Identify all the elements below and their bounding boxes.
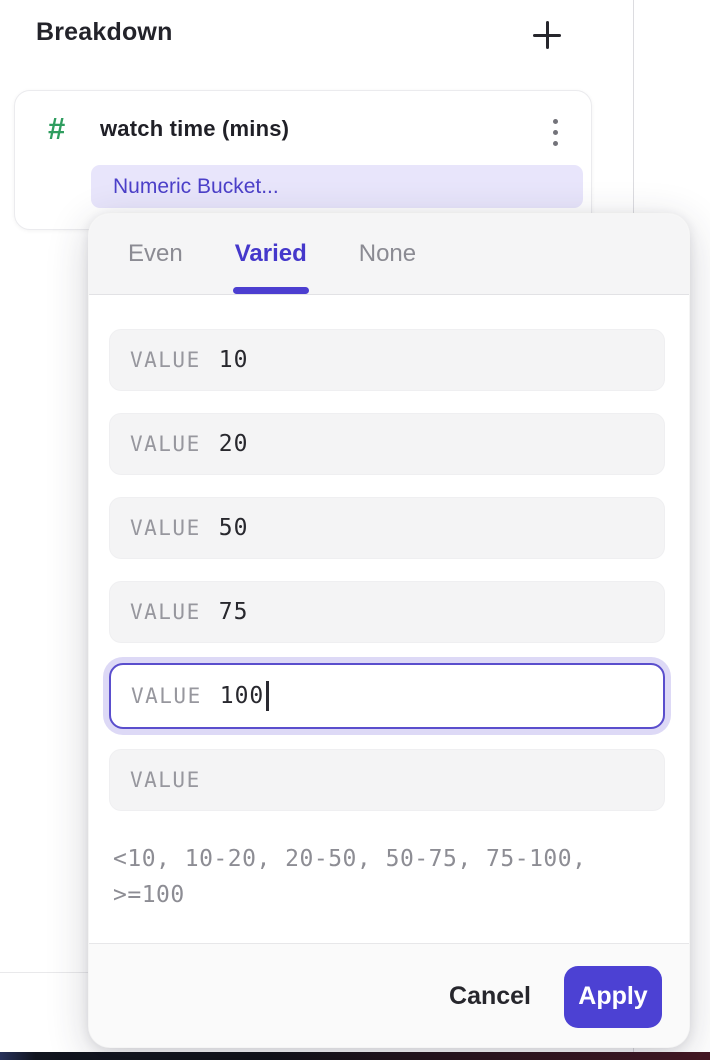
property-name: watch time (mins) xyxy=(100,115,290,141)
breakdown-card-row: # watch time (mins) xyxy=(15,91,591,144)
kebab-dot xyxy=(553,119,558,124)
bucket-range-preview-line2: >=100 xyxy=(113,882,185,908)
value-field-label: VALUE xyxy=(130,348,201,372)
kebab-dot xyxy=(553,130,558,135)
value-field-6-empty[interactable]: VALUE xyxy=(109,749,665,811)
background-divider xyxy=(0,972,89,973)
popup-footer: Cancel Apply xyxy=(89,943,689,1047)
value-field-4[interactable]: VALUE 75 xyxy=(109,581,665,643)
numeric-bucket-popup: Even Varied None VALUE 10 VALUE 20 VALUE… xyxy=(88,213,690,1048)
value-field-value: 75 xyxy=(218,599,249,625)
bucket-range-preview: <10, 10-20, 20-50, 50-75, 75-100, >=100 xyxy=(113,841,665,913)
chart-edge-strip xyxy=(0,1052,710,1060)
numeric-hash-icon: # xyxy=(48,111,66,146)
value-field-2[interactable]: VALUE 20 xyxy=(109,413,665,475)
value-field-1[interactable]: VALUE 10 xyxy=(109,329,665,391)
numeric-bucket-pill[interactable]: Numeric Bucket... xyxy=(91,165,583,208)
bucket-tabs-header: Even Varied None xyxy=(89,214,689,295)
page-title: Breakdown xyxy=(36,18,173,46)
apply-button[interactable]: Apply xyxy=(564,965,662,1028)
tab-even[interactable]: Even xyxy=(128,240,183,267)
tab-none[interactable]: None xyxy=(358,240,417,267)
more-options-button[interactable] xyxy=(551,117,560,148)
value-field-value: 20 xyxy=(218,431,249,457)
value-field-label: VALUE xyxy=(131,684,202,708)
cancel-button[interactable]: Cancel xyxy=(447,978,533,1015)
text-caret xyxy=(266,681,269,711)
value-field-3[interactable]: VALUE 50 xyxy=(109,497,665,559)
value-field-label: VALUE xyxy=(130,768,201,792)
kebab-dot xyxy=(553,141,558,146)
value-field-label: VALUE xyxy=(130,432,201,456)
tab-varied[interactable]: Varied xyxy=(232,214,309,294)
add-breakdown-plus-icon[interactable] xyxy=(533,21,561,49)
value-field-value: 100 xyxy=(219,683,265,709)
breakdown-card: # watch time (mins) Numeric Bucket... xyxy=(14,90,592,230)
value-field-5-focused[interactable]: VALUE 100 xyxy=(109,663,665,729)
value-field-value: 10 xyxy=(218,347,249,373)
bucket-range-preview-line1: <10, 10-20, 20-50, 50-75, 75-100, xyxy=(113,846,587,872)
value-field-value: 50 xyxy=(218,515,249,541)
value-field-label: VALUE xyxy=(130,516,201,540)
value-field-label: VALUE xyxy=(130,600,201,624)
